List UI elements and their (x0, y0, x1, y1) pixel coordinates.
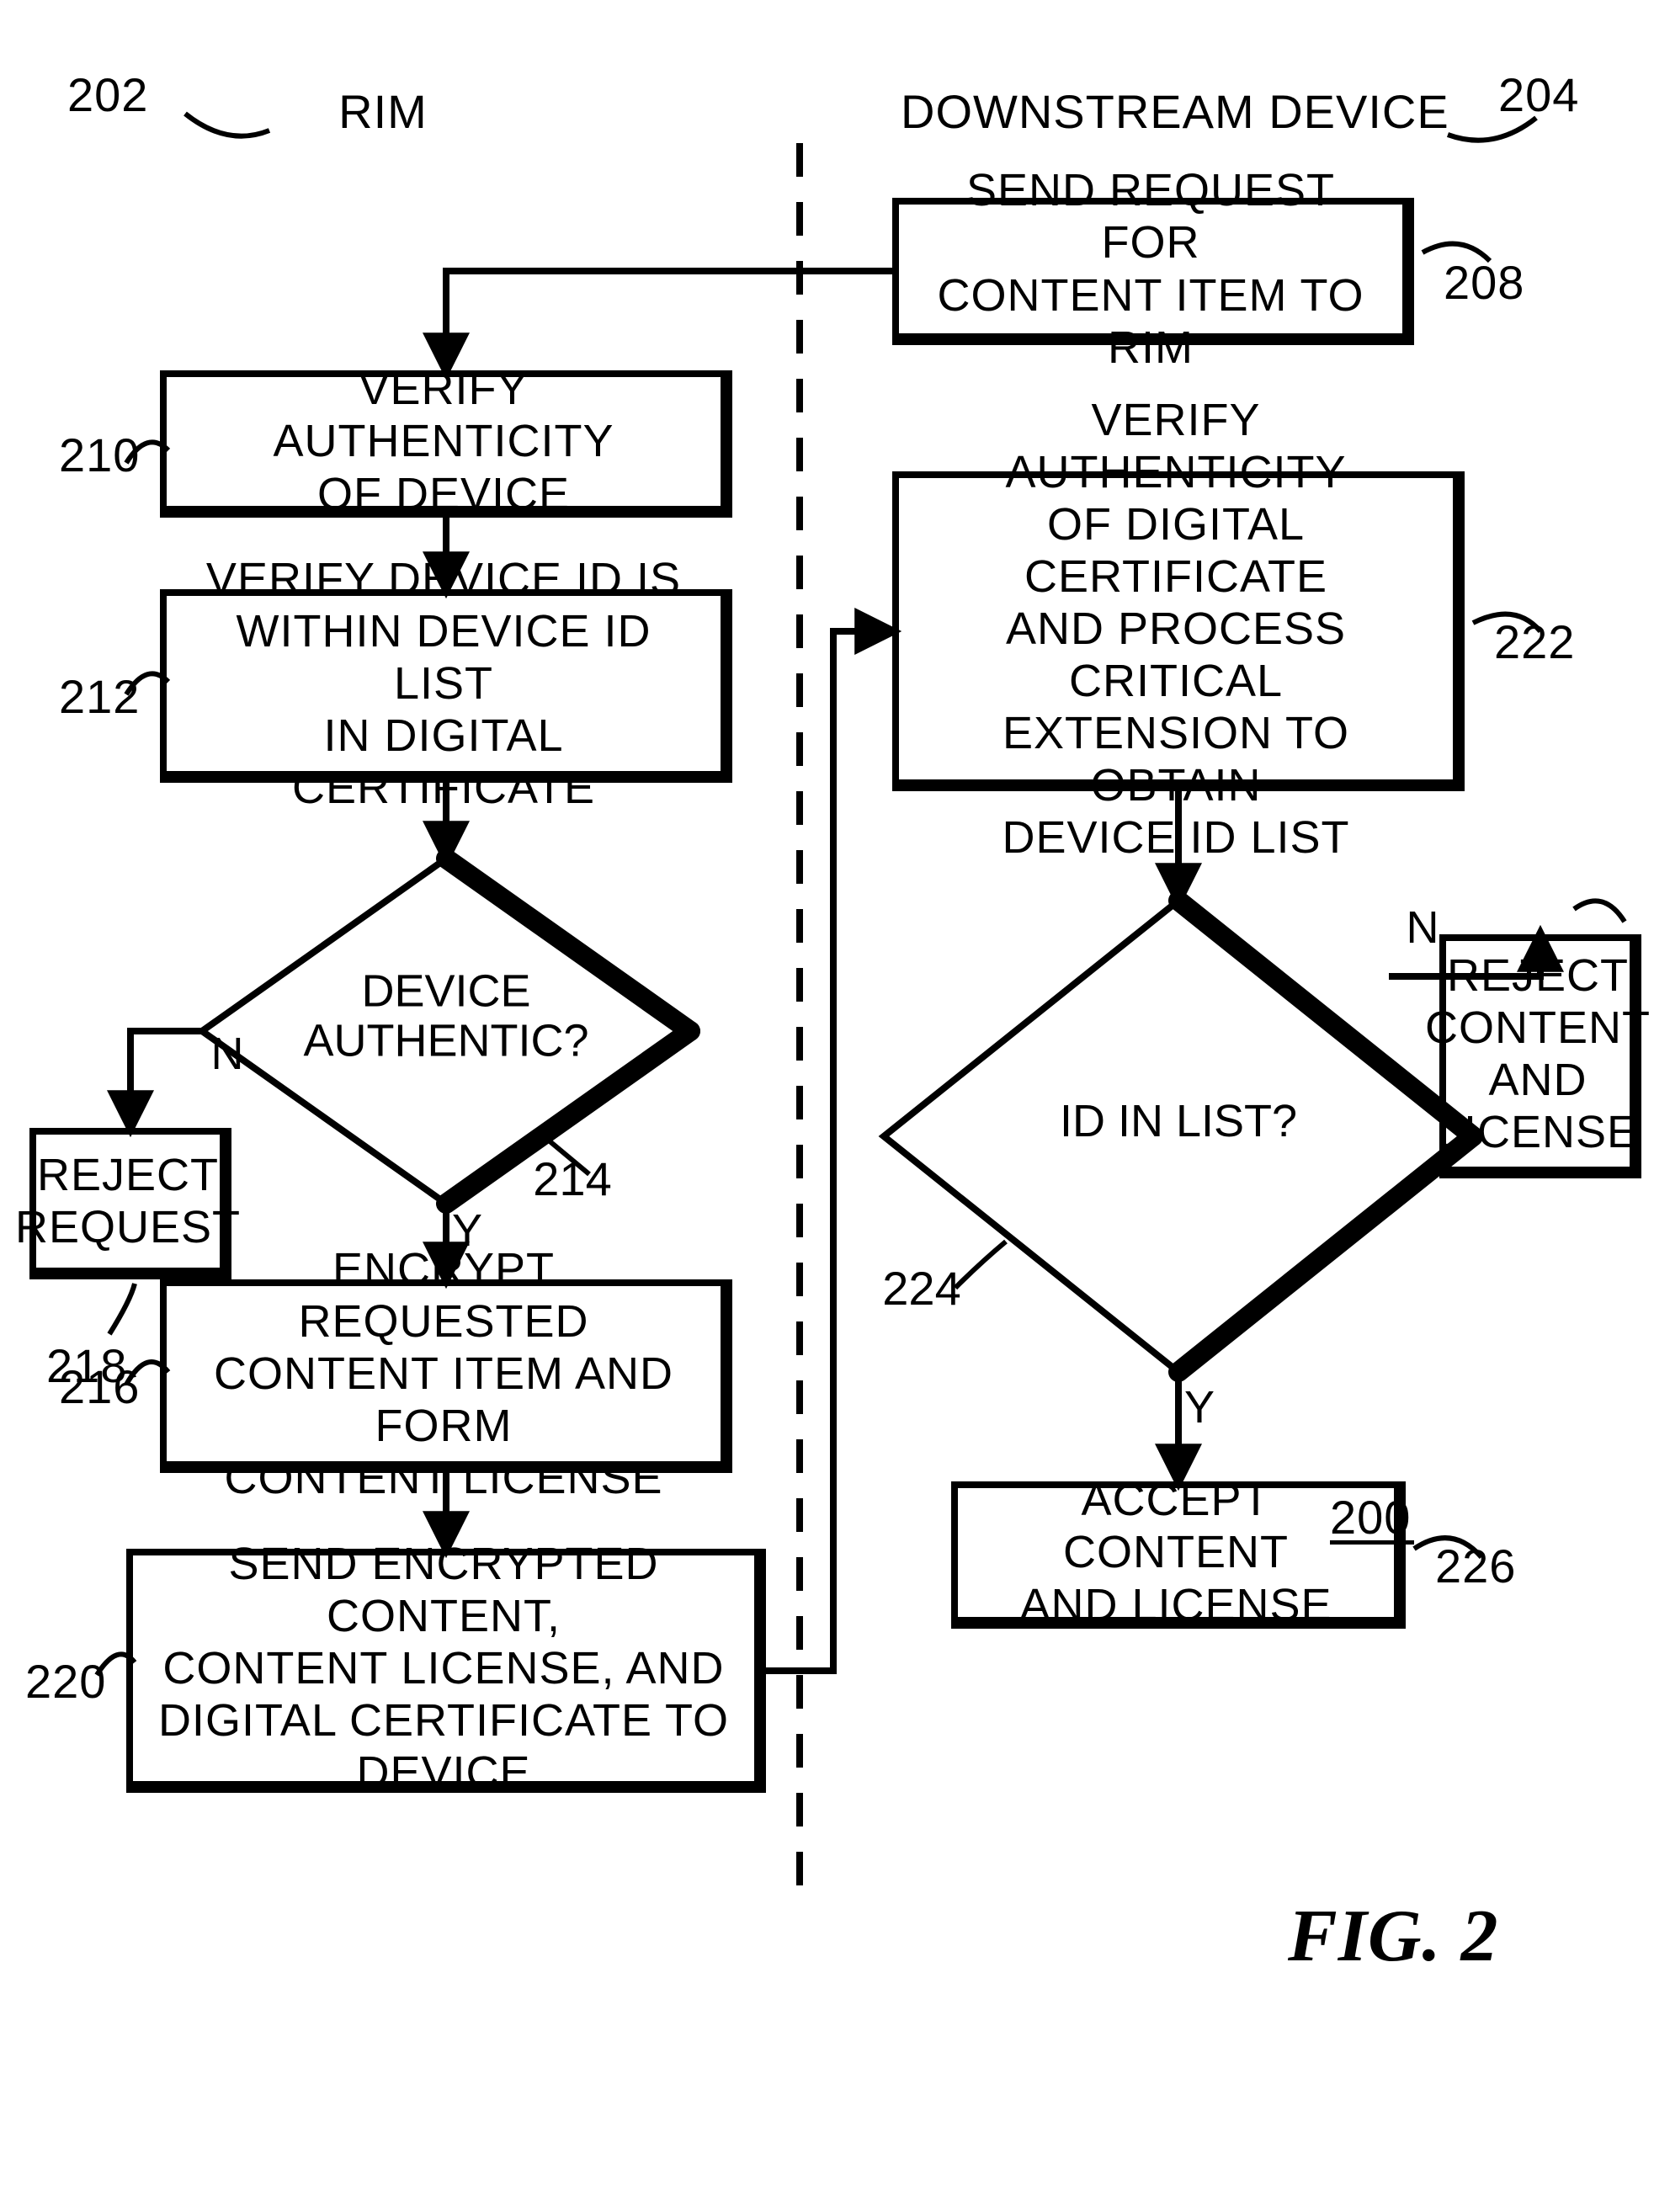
ref-number: 222 (1494, 614, 1575, 669)
node-label: SEND REQUEST FOR CONTENT ITEM TO RIM (916, 164, 1385, 373)
node-label: REJECT REQUEST (15, 1149, 241, 1253)
rim-header: RIM (130, 84, 636, 139)
flowchart-node: VERIFY AUTHENTICITY OF DIGITAL CERTIFICA… (892, 471, 1465, 791)
node-label: VERIFY DEVICE ID IS WITHIN DEVICE ID LIS… (183, 553, 704, 814)
ref-number: 210 (59, 428, 140, 482)
ref-number: 226 (1435, 1539, 1516, 1593)
node-label: VERIFY AUTHENTICITY OF DIGITAL CERTIFICA… (916, 394, 1436, 864)
node-label: ACCEPT CONTENT AND LICENSE (975, 1474, 1377, 1630)
svg-text:N: N (211, 1029, 244, 1079)
downstream-ref: 204 (1498, 67, 1579, 122)
svg-text:224: 224 (882, 1262, 960, 1315)
flowchart-node: ENCRYPT REQUESTED CONTENT ITEM AND FORM … (160, 1279, 732, 1473)
node-label: VERIFY AUTHENTICITY OF DEVICE (183, 363, 704, 519)
node-label: REJECT CONTENT AND LICENSE (1425, 949, 1651, 1158)
svg-text:ID IN LIST?: ID IN LIST? (1060, 1096, 1297, 1146)
ref-number: 212 (59, 669, 140, 724)
flowchart-stage: DEVICEAUTHENTIC?NY214ID IN LIST?NY224 SE… (0, 0, 1654, 2212)
downstream-header: DOWNSTREAM DEVICE (901, 84, 1406, 139)
svg-text:N: N (1407, 902, 1439, 953)
flowchart-node: VERIFY DEVICE ID IS WITHIN DEVICE ID LIS… (160, 589, 732, 783)
node-label: SEND ENCRYPTED CONTENT, CONTENT LICENSE,… (150, 1538, 737, 1799)
flowchart-node: SEND ENCRYPTED CONTENT, CONTENT LICENSE,… (126, 1549, 766, 1793)
ref-number: 220 (25, 1654, 106, 1709)
figure-ref-underline (1330, 1540, 1414, 1545)
flowchart-node: VERIFY AUTHENTICITY OF DEVICE (160, 370, 732, 518)
flowchart-node: SEND REQUEST FOR CONTENT ITEM TO RIM (892, 198, 1414, 345)
flowchart-node: REJECT CONTENT AND LICENSE (1439, 934, 1641, 1178)
ref-number: 208 (1444, 255, 1524, 310)
svg-text:Y: Y (1184, 1382, 1215, 1433)
flowchart-node: REJECT REQUEST (29, 1128, 231, 1279)
ref-number: 218 (46, 1338, 127, 1393)
rim-ref: 202 (67, 67, 148, 122)
figure-label: FIG. 2 (1288, 1894, 1499, 1979)
node-label: ENCRYPT REQUESTED CONTENT ITEM AND FORM … (183, 1243, 704, 1504)
figure-ref: 200 (1330, 1490, 1411, 1545)
